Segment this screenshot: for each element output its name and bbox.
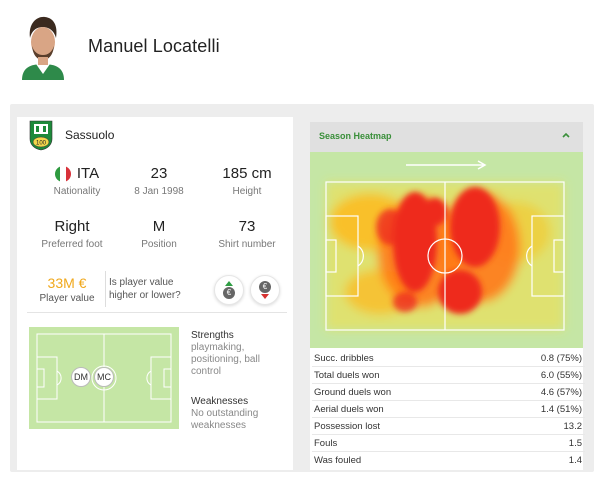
arrow-down-icon xyxy=(261,294,269,299)
strengths: Strengths playmaking, positioning, ball … xyxy=(191,330,281,378)
player-info-card: 100 Sassuolo ITA Nationality 23 8 Jan 19… xyxy=(17,117,293,470)
stat-label: Total duels won xyxy=(314,369,380,381)
stat-value: 1.4 xyxy=(568,455,582,466)
heatmap-card: Season Heatmap xyxy=(310,122,585,470)
market-value-label: Player value xyxy=(39,293,95,304)
height-label: Height xyxy=(232,186,262,197)
euro-coin-icon: € xyxy=(259,281,271,293)
stat-value: 0.8 (75%) xyxy=(540,352,582,364)
shirt-value: 73 xyxy=(238,218,256,235)
nationality-value: ITA xyxy=(76,165,100,182)
vote-higher-button[interactable]: € xyxy=(214,275,244,305)
player-name: Manuel Locatelli xyxy=(88,36,220,56)
weaknesses-text: No outstanding weaknesses xyxy=(191,408,259,431)
foot-value: Right xyxy=(54,218,90,235)
stat-row: Ground duels won 4.6 (57%) xyxy=(312,384,585,401)
team-name: Sassuolo xyxy=(65,128,115,142)
stat-value: 4.6 (57%) xyxy=(540,386,582,398)
stat-label: Ground duels won xyxy=(314,386,392,398)
player-avatar xyxy=(18,8,68,80)
nationality-label: Nationality xyxy=(53,186,101,197)
stat-value: 13.2 xyxy=(563,420,583,432)
heatmap-pitch xyxy=(310,152,583,348)
position-pitch: DM MC xyxy=(29,327,179,429)
position-value: M xyxy=(152,218,166,235)
position-label: Position xyxy=(141,239,177,250)
stat-label: Aerial duels won xyxy=(314,403,384,415)
heatmap-header[interactable]: Season Heatmap xyxy=(310,122,583,152)
player-header: Manuel Locatelli xyxy=(0,0,600,96)
stat-value: 6.0 (55%) xyxy=(540,369,582,381)
height-value: 185 cm xyxy=(222,165,272,182)
stat-row: Succ. dribbles 0.8 (75%) xyxy=(312,350,585,367)
age-value: 23 xyxy=(150,165,168,182)
stat-label: Possession lost xyxy=(314,420,381,432)
foot-label: Preferred foot xyxy=(41,239,103,250)
position-stat: M Position xyxy=(114,218,204,250)
stats-table: Succ. dribbles 0.8 (75%) Total duels won 6.… xyxy=(312,350,585,469)
stat-row: Possession lost 13.2 xyxy=(312,418,585,435)
svg-text:100: 100 xyxy=(36,141,47,147)
value-vote-question: Is player value higher or lower? xyxy=(109,277,181,301)
nationality-stat: ITA Nationality xyxy=(32,165,122,197)
weaknesses: Weaknesses No outstanding weaknesses xyxy=(191,396,271,432)
age-stat: 23 8 Jan 1998 xyxy=(114,165,204,197)
stat-label: Succ. dribbles xyxy=(314,352,374,364)
stat-label: Fouls xyxy=(314,437,338,449)
chevron-up-icon xyxy=(562,132,570,138)
arrow-up-icon xyxy=(225,281,233,286)
value-divider xyxy=(105,271,106,307)
strengths-text: playmaking, positioning, ball control xyxy=(191,342,260,377)
section-divider xyxy=(27,312,287,313)
foot-stat: Right Preferred foot xyxy=(27,218,117,250)
shirt-stat: 73 Shirt number xyxy=(202,218,292,250)
stat-row: Total duels won 6.0 (55%) xyxy=(312,367,585,384)
euro-coin-icon: € xyxy=(223,287,235,299)
vote-lower-button[interactable]: € xyxy=(250,275,280,305)
weaknesses-title: Weaknesses xyxy=(191,396,249,407)
stat-value: 1.4 (51%) xyxy=(540,403,582,415)
market-value-amount: 33M € xyxy=(47,275,87,291)
strengths-title: Strengths xyxy=(191,330,234,341)
market-value: 33M € Player value xyxy=(37,275,97,304)
team-logo-icon: 100 xyxy=(29,120,53,151)
position-dot-dm: DM xyxy=(71,367,91,387)
stat-row: Fouls 1.5 xyxy=(312,435,585,452)
stat-row: Was fouled 1.4 xyxy=(312,452,585,469)
height-stat: 185 cm Height xyxy=(202,165,292,197)
italy-flag-icon xyxy=(54,165,71,182)
team-link[interactable]: 100 Sassuolo xyxy=(27,119,114,151)
heatmap-graphic xyxy=(325,160,565,331)
heatmap-title: Season Heatmap xyxy=(319,131,392,141)
birth-date: 8 Jan 1998 xyxy=(134,186,184,197)
stat-row: Aerial duels won 1.4 (51%) xyxy=(312,401,585,418)
stat-value: 1.5 xyxy=(568,437,582,449)
position-dot-mc: MC xyxy=(94,367,114,387)
stat-label: Was fouled xyxy=(314,455,362,466)
shirt-label: Shirt number xyxy=(218,239,276,250)
